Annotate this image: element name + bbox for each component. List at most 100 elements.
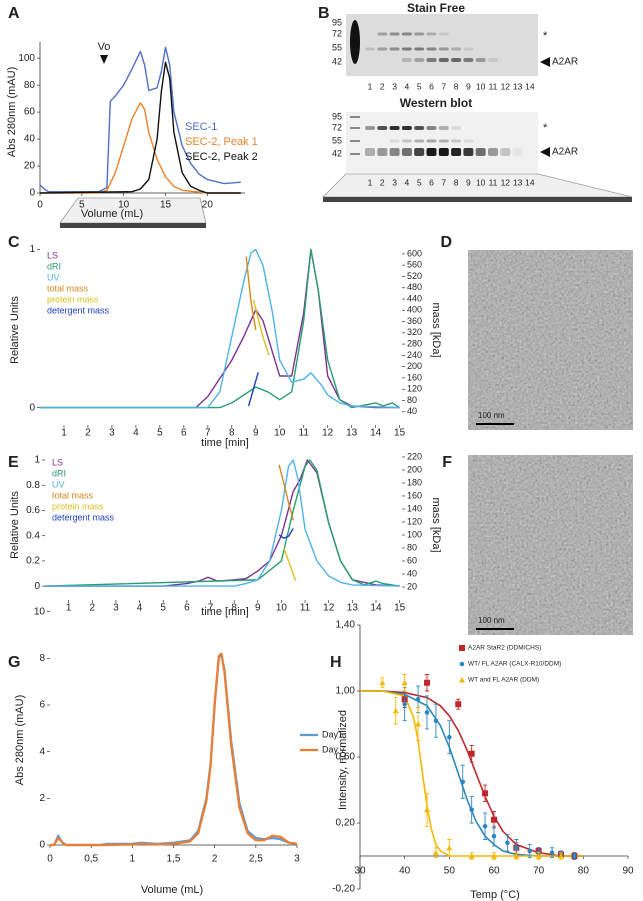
x-tick-label: 1,5 [167, 854, 181, 865]
marker-label: 55 [332, 42, 342, 52]
micrograph-grain [468, 455, 633, 635]
y2-tick-label: 520 [407, 271, 422, 281]
band [438, 58, 449, 62]
band [500, 148, 511, 156]
y-tick-label: 2 [39, 793, 45, 804]
y-tick-label: 0 [29, 188, 35, 199]
y2-tick-label: 20 [407, 581, 417, 591]
band [414, 126, 425, 130]
y2-tick-label: 180 [407, 477, 422, 487]
y2-tick-label: 480 [407, 282, 422, 292]
band [475, 148, 486, 156]
series-line [39, 46, 241, 193]
blot-title: Stain Free [407, 1, 465, 15]
band-label: A2AR [552, 147, 578, 158]
marker [469, 807, 474, 813]
band [389, 47, 400, 51]
band [438, 126, 449, 130]
legend-label: WT/ FL A2AR (CALX-R10/DDM) [468, 661, 561, 668]
x-tick-label: 30 [354, 866, 366, 877]
band [365, 126, 375, 130]
x-tick-label: 8 [229, 428, 235, 439]
band [377, 32, 388, 36]
x-axis-title: time [min] [201, 606, 249, 618]
series-line [45, 459, 400, 587]
series-line [50, 652, 298, 847]
x-tick-label: 1 [130, 854, 136, 865]
x-tick-label: 3 [294, 854, 300, 865]
x-tick-label: 70 [533, 866, 545, 877]
marker [558, 853, 564, 859]
lane-label: 13 [513, 177, 523, 187]
ladder [350, 20, 360, 64]
lane-label: 10 [476, 177, 486, 187]
series-line [245, 256, 257, 331]
band [389, 148, 400, 156]
lane-label: 2 [380, 177, 385, 187]
vo-arrow [100, 55, 108, 64]
marker [459, 645, 465, 651]
legend-label: dRI [47, 261, 61, 271]
series-line [44, 459, 400, 587]
y-tick-label: 0,20 [336, 818, 356, 829]
x-tick-label: 0 [47, 854, 53, 865]
panel-label: E [8, 454, 19, 471]
band-arrow [540, 57, 550, 67]
panel-label: H [330, 654, 342, 671]
x-tick-label: 2 [212, 854, 218, 865]
lane-label: 6 [429, 81, 434, 91]
lane-label: 13 [513, 81, 523, 91]
y-axis-title: Relative Units [9, 491, 21, 559]
lane-label: 11 [489, 177, 498, 187]
x-tick-label: 12 [322, 428, 334, 439]
y2-tick-label: 140 [407, 503, 422, 513]
legend-label: Day1 [322, 729, 343, 739]
x-tick-label: 50 [444, 866, 456, 877]
lane-label: 1 [368, 177, 373, 187]
legend-label: UV [47, 272, 60, 282]
y-tick-label: 1,40 [336, 620, 356, 631]
band [414, 47, 425, 51]
x-tick-label: 10 [118, 200, 130, 211]
lane-label: 5 [417, 177, 422, 187]
legend-label: total mass [47, 283, 89, 293]
y-axis-title: Relative Units [9, 296, 21, 364]
x-tick-label: 2,5 [249, 854, 263, 865]
panel-label: B [318, 5, 330, 22]
y-tick-label: 0,60 [336, 752, 356, 763]
band [451, 58, 462, 62]
y2-tick-label: 200 [407, 464, 422, 474]
band [426, 126, 437, 130]
x-tick-label: 10 [274, 428, 286, 439]
column-bar [323, 197, 632, 202]
fit-curve [360, 690, 584, 857]
marker [491, 833, 497, 839]
series-line [252, 299, 270, 356]
y2-tick-label: 600 [407, 248, 422, 258]
x-tick-label: 12 [323, 603, 335, 614]
band [426, 32, 437, 36]
y-tick-label: 1,00 [336, 686, 356, 697]
marker [505, 840, 510, 846]
lane-label: 3 [392, 81, 397, 91]
y2-tick-label: 120 [407, 516, 422, 526]
marker [455, 701, 462, 708]
band [389, 32, 400, 36]
x-tick-label: 15 [394, 428, 406, 439]
x-tick-label: 0 [37, 200, 43, 211]
band [426, 139, 437, 143]
band [401, 32, 412, 36]
x-axis-title: Volume (mL) [141, 884, 203, 896]
x-tick-label: 9 [253, 428, 259, 439]
band [475, 58, 486, 62]
gel [346, 112, 538, 173]
series-line [40, 248, 400, 409]
marker [379, 679, 386, 686]
x-tick-label: 8 [231, 603, 237, 614]
legend-label: dRI [52, 468, 66, 478]
y-tick-label: 8 [39, 653, 45, 664]
band [401, 139, 412, 143]
y-tick-label: 80 [24, 80, 36, 91]
y2-tick-label: 320 [407, 327, 422, 337]
